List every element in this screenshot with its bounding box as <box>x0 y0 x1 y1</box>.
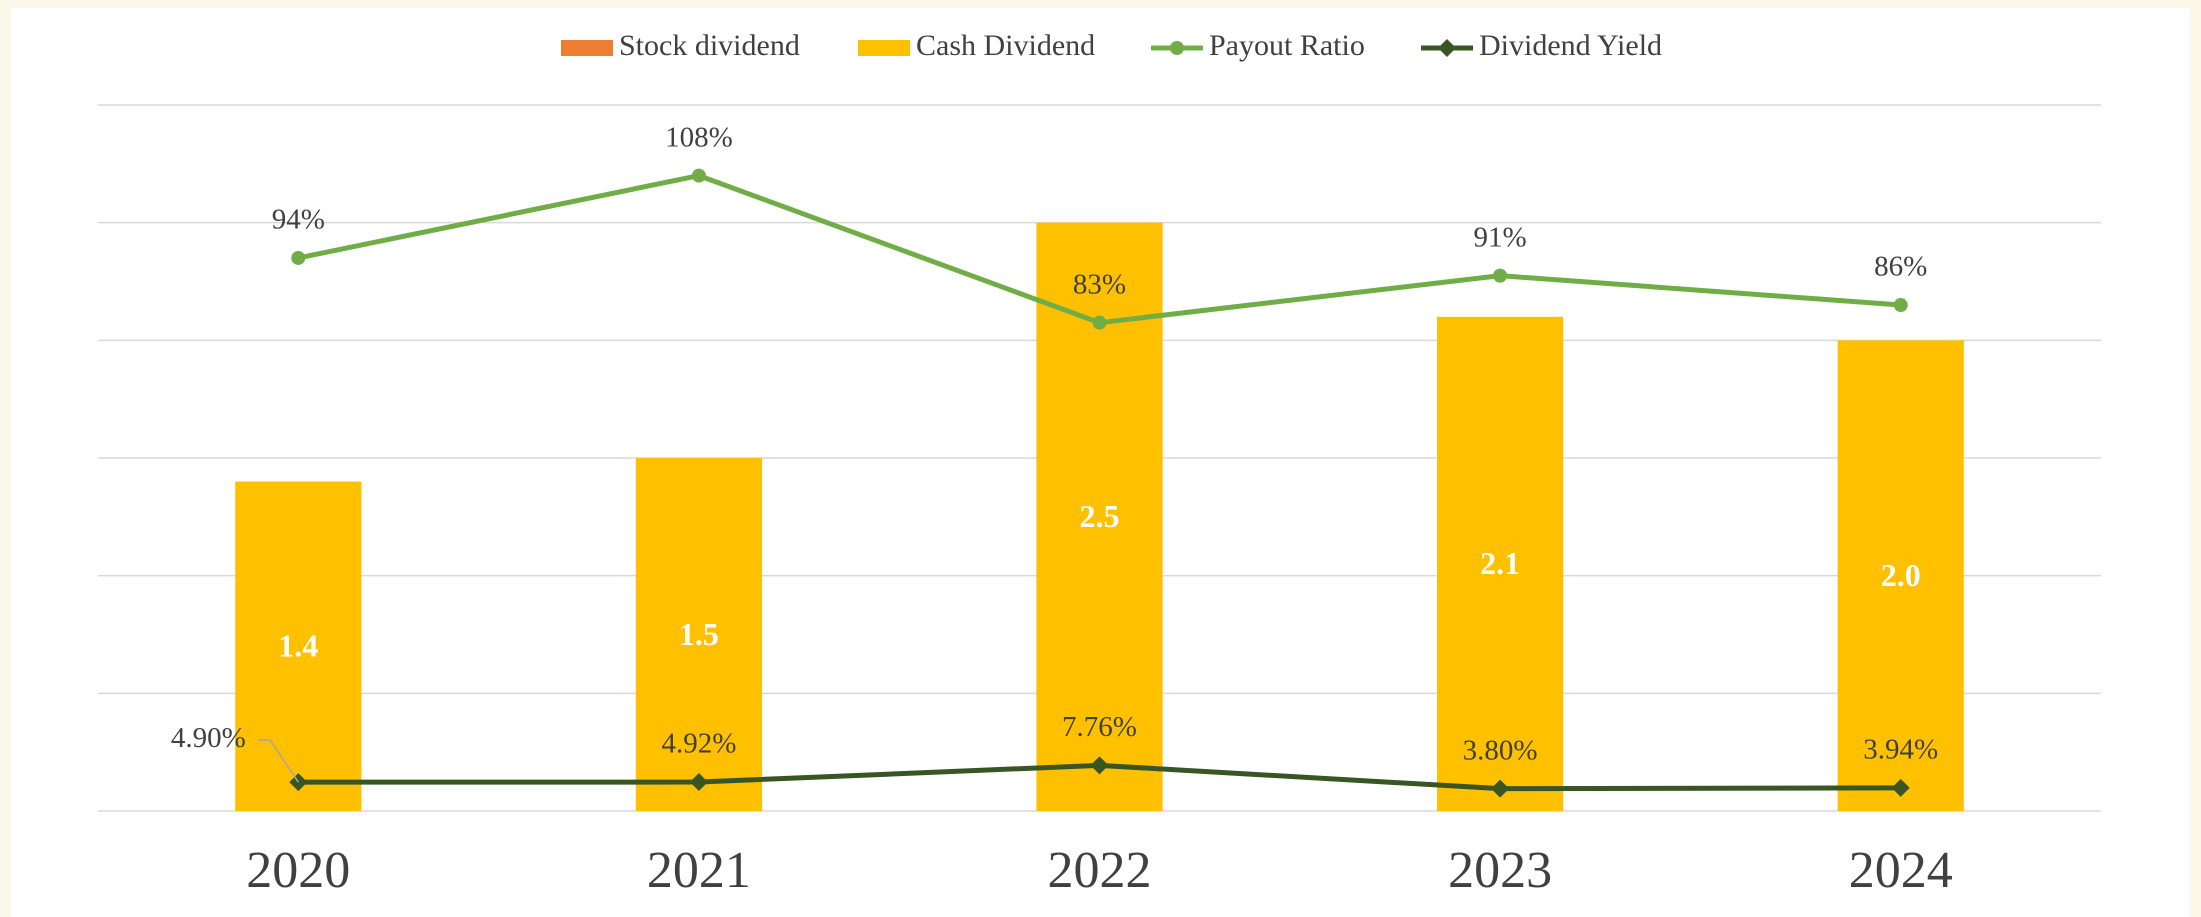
marker <box>291 250 306 265</box>
data-label: 91% <box>1474 221 1527 253</box>
bar-label: 2.5 <box>1080 498 1120 534</box>
legend-marker <box>1170 41 1184 55</box>
data-label: 3.94% <box>1863 733 1938 765</box>
data-label: 4.92% <box>661 728 736 760</box>
legend-label: Stock dividend <box>619 29 800 62</box>
bar <box>635 458 762 811</box>
marker <box>1491 779 1510 798</box>
legend-swatch <box>858 40 910 56</box>
marker <box>689 773 708 792</box>
legend-label: Payout Ratio <box>1209 29 1365 62</box>
leader-line <box>258 739 299 783</box>
bar <box>1437 316 1564 811</box>
marker <box>1493 268 1508 283</box>
legend-label: Cash Dividend <box>916 29 1095 62</box>
x-tick-label: 2021 <box>647 842 751 899</box>
legend-marker <box>1438 39 1456 57</box>
x-tick-label: 2023 <box>1448 842 1552 899</box>
data-label: 4.90% <box>171 722 246 754</box>
marker <box>691 168 706 183</box>
data-label: 83% <box>1073 268 1126 300</box>
marker <box>1893 298 1908 313</box>
legend-swatch <box>561 40 613 56</box>
legend-label: Dividend Yield <box>1479 29 1662 62</box>
data-label: 94% <box>272 204 325 236</box>
data-label: 7.76% <box>1062 711 1137 743</box>
bar-label: 1.5 <box>679 616 719 652</box>
bar-label: 2.0 <box>1881 557 1921 593</box>
data-label: 108% <box>665 121 733 153</box>
marker <box>1092 315 1107 330</box>
x-tick-label: 2024 <box>1849 842 1953 899</box>
marker <box>1090 756 1109 775</box>
bar <box>1837 340 1964 811</box>
x-tick-label: 2022 <box>1048 842 1152 899</box>
bar <box>235 481 362 811</box>
x-tick-label: 2020 <box>246 842 350 899</box>
marker <box>1891 778 1910 797</box>
data-label: 3.80% <box>1463 734 1538 766</box>
bar-label: 2.1 <box>1480 545 1520 581</box>
data-label: 86% <box>1874 251 1927 283</box>
bar-label: 1.4 <box>278 628 318 664</box>
